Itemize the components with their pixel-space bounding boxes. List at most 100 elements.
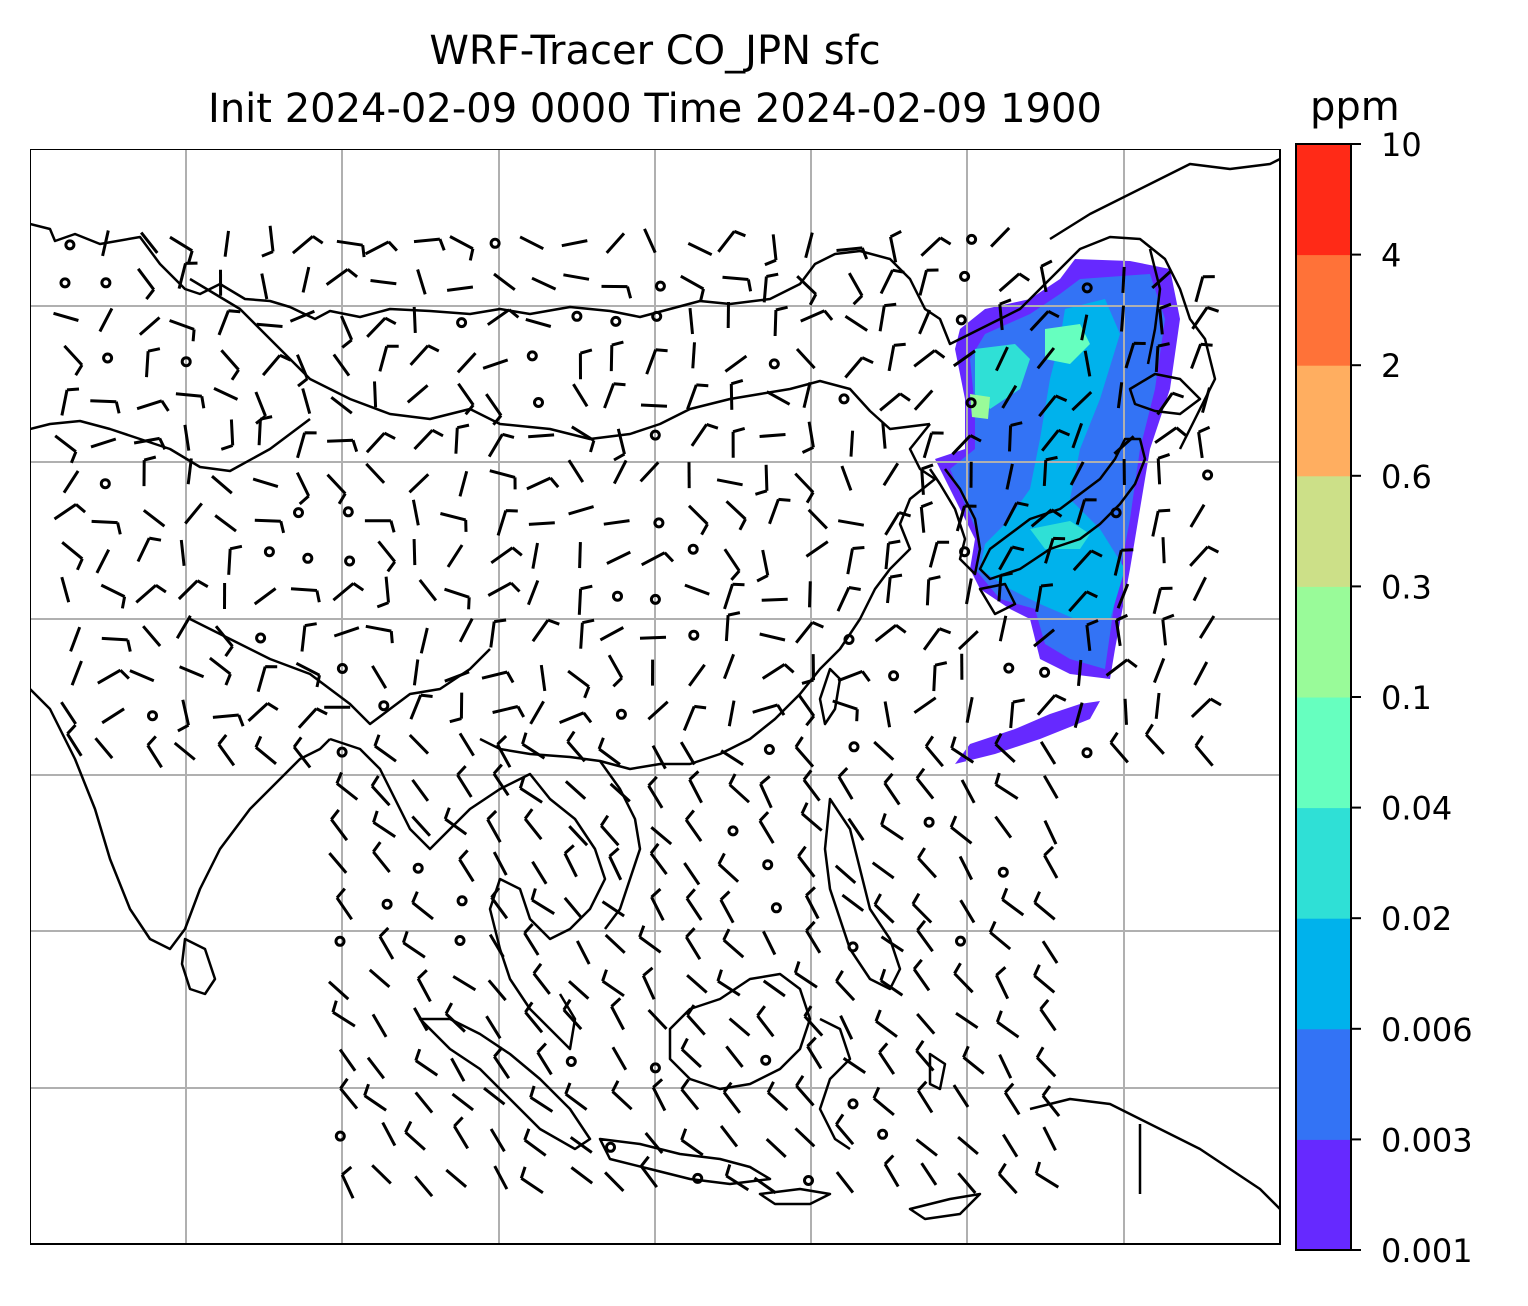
wind-barb — [411, 499, 420, 526]
wind-barb — [365, 462, 386, 484]
wind-barb — [563, 896, 583, 919]
wind-barb — [1193, 661, 1209, 686]
wind-barb — [806, 1036, 823, 1070]
wind-barb — [994, 772, 1019, 800]
wind-barb — [965, 578, 973, 605]
wind-barb — [762, 930, 777, 956]
wind-barb — [766, 1081, 789, 1112]
wind-barb-calm — [336, 746, 348, 758]
wind-barb — [604, 1171, 625, 1192]
wind-barb-calm — [381, 898, 393, 910]
border-kazakh — [30, 418, 311, 473]
wind-barb — [564, 780, 587, 800]
wind-barb — [680, 1128, 704, 1157]
wind-barb — [446, 285, 474, 292]
plume-band-4 — [1030, 521, 1090, 549]
wind-barb — [416, 269, 427, 295]
wind-barb — [1008, 421, 1023, 452]
plot-title-line1: WRF-Tracer CO_JPN sfc — [429, 28, 881, 74]
wind-barb — [647, 775, 664, 809]
wind-barb — [797, 693, 816, 727]
wind-barb-calm — [526, 350, 538, 362]
wind-barb — [998, 272, 1031, 293]
wind-barb — [567, 669, 591, 699]
wind-barb — [212, 713, 245, 727]
wind-barb — [1161, 613, 1175, 646]
wind-barb — [724, 354, 748, 373]
wind-barb — [723, 582, 745, 610]
wind-barb — [797, 845, 816, 878]
wind-barb — [486, 809, 502, 843]
wind-barb — [955, 1011, 979, 1029]
wind-barb — [536, 1042, 553, 1076]
wind-barb — [1080, 314, 1089, 341]
wind-barb-calm — [334, 935, 346, 947]
wind-barb-calm — [102, 352, 114, 364]
wind-barb — [884, 511, 912, 536]
wind-barb — [1043, 845, 1059, 879]
wind-barb — [531, 860, 548, 885]
wind-barb — [445, 1168, 468, 1188]
wind-barb — [1190, 342, 1213, 370]
wind-barb — [1151, 269, 1173, 290]
wind-barb — [335, 771, 359, 801]
wind-barb — [795, 347, 816, 370]
wind-barb — [487, 581, 521, 597]
wind-barb — [690, 422, 719, 447]
wind-barb — [295, 661, 321, 688]
wind-barb — [451, 1092, 475, 1112]
wind-barb — [611, 1046, 628, 1071]
wind-barb — [639, 635, 667, 640]
wind-barb — [290, 587, 321, 603]
colorbar-swatch — [1296, 697, 1351, 809]
wind-barb — [722, 928, 745, 959]
wind-barb — [873, 740, 895, 761]
wind-barb — [563, 273, 590, 281]
wind-barb-calm — [762, 859, 774, 871]
wind-barb — [101, 707, 125, 725]
tracer-plume — [935, 259, 1180, 764]
wind-barb — [528, 433, 555, 439]
wind-barb — [487, 432, 515, 458]
wind-barb — [213, 387, 239, 401]
wind-barb-calm — [770, 902, 782, 914]
wind-barb — [687, 242, 713, 257]
wind-barb — [563, 844, 578, 878]
wind-barb — [53, 311, 79, 322]
wind-barb — [253, 587, 277, 606]
wind-barb — [177, 699, 190, 733]
wind-barb — [801, 421, 815, 454]
wind-barb-calm — [565, 1056, 577, 1067]
wind-barb — [578, 348, 593, 380]
wind-barb — [1042, 455, 1058, 486]
wind-barb — [217, 309, 241, 336]
wind-barb — [1077, 659, 1083, 687]
wind-barb — [1191, 305, 1220, 330]
wind-barb — [340, 315, 354, 349]
wind-barb — [365, 431, 396, 454]
wind-barb — [754, 464, 769, 496]
wind-barb — [764, 234, 778, 267]
wind-barb — [482, 358, 509, 370]
wind-barb — [879, 268, 905, 295]
wind-barb — [569, 1136, 593, 1154]
wind-barb — [913, 389, 934, 411]
wind-barb — [641, 966, 656, 1000]
colorbar-swatch — [1296, 365, 1351, 477]
wind-barb — [66, 723, 83, 757]
wind-barb — [686, 974, 708, 994]
wind-barb — [1043, 819, 1058, 845]
wind-barb-calm — [847, 941, 859, 953]
wind-barb — [458, 732, 475, 757]
wind-barb — [1036, 347, 1056, 370]
wind-barb — [836, 586, 861, 612]
wind-barb — [880, 813, 904, 841]
wind-barb-calm — [768, 358, 780, 370]
wind-barb — [330, 808, 349, 842]
wind-barb — [804, 232, 814, 259]
wind-barb — [175, 392, 206, 409]
wind-barb — [639, 461, 660, 483]
wind-barb-calm — [293, 507, 304, 519]
wind-barb — [684, 583, 710, 596]
wind-barb — [731, 426, 746, 458]
